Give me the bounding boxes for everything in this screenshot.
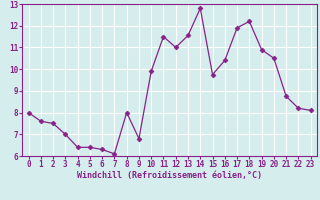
X-axis label: Windchill (Refroidissement éolien,°C): Windchill (Refroidissement éolien,°C) [77, 171, 262, 180]
